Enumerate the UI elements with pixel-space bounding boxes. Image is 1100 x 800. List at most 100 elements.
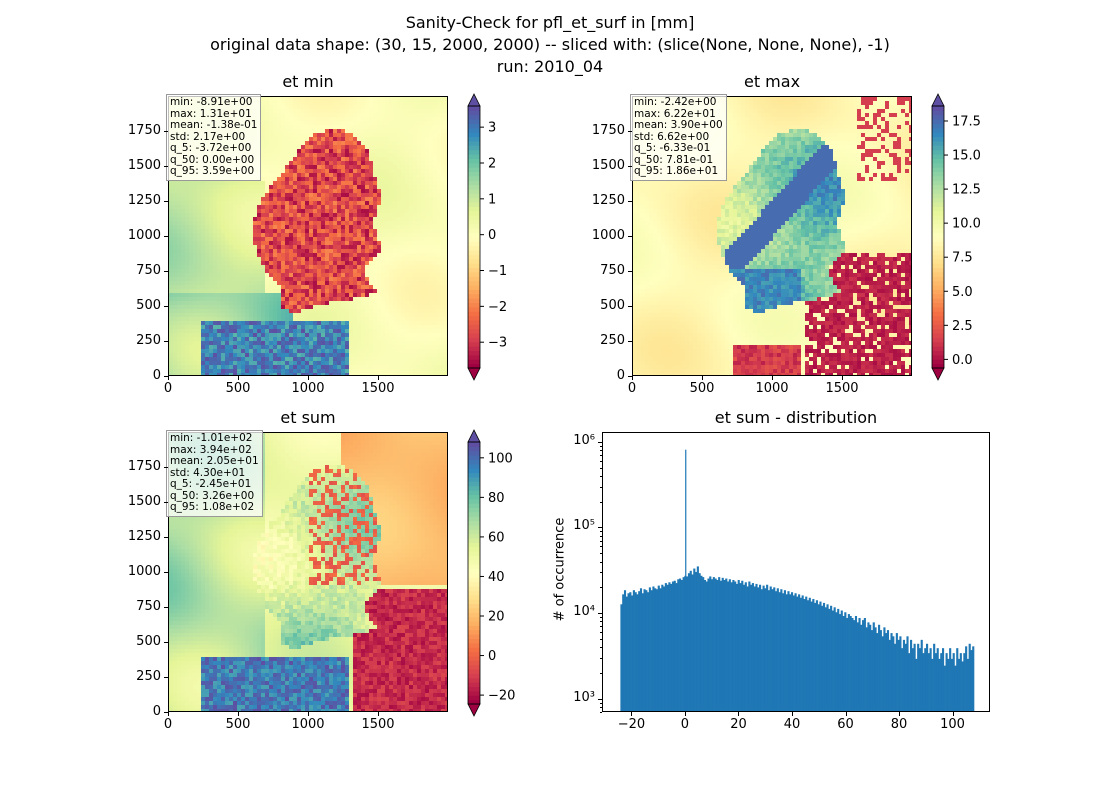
heatmap-cell (281, 265, 286, 270)
heatmap-cell (413, 325, 418, 330)
heatmap-cell (389, 349, 394, 354)
heatmap-cell (385, 317, 390, 322)
heatmap-cell (433, 189, 438, 194)
heatmap-cell (269, 341, 274, 346)
heatmap-cell (409, 129, 414, 134)
x-tick-label: 1000 (291, 381, 325, 396)
heatmap-cell (325, 317, 330, 322)
heatmap-cell (313, 185, 318, 190)
heatmap-cell (321, 373, 326, 375)
heatmap-cell (333, 345, 338, 350)
heatmap-cell (437, 161, 442, 166)
heatmap-cell (317, 361, 322, 366)
heatmap-cell (313, 281, 318, 286)
heatmap-cell (245, 221, 250, 226)
heatmap-cell (393, 165, 398, 170)
heatmap-cell (197, 277, 202, 282)
heatmap-cell (373, 293, 378, 298)
heatmap-cell (381, 221, 386, 226)
heatmap-cell (365, 369, 370, 374)
heatmap-cell (389, 237, 394, 242)
colorbar-segment (468, 114, 480, 120)
heatmap-cell (209, 305, 214, 310)
heatmap-cell (177, 329, 182, 334)
heatmap-cell (173, 225, 178, 230)
heatmap-cell (377, 237, 382, 242)
heatmap-cell (281, 113, 286, 118)
heatmap-cell (233, 369, 238, 374)
heatmap-cell (349, 289, 354, 294)
heatmap-cell (181, 197, 186, 202)
heatmap-cell (405, 177, 410, 182)
heatmap-cell (437, 157, 442, 162)
heatmap-cell (173, 349, 178, 354)
heatmap-cell (361, 301, 366, 306)
heatmap-cell (401, 297, 406, 302)
heatmap-cell (429, 133, 434, 138)
heatmap-cell (349, 101, 354, 106)
heatmap-cell (433, 265, 438, 270)
heatmap-cell (345, 157, 350, 162)
heatmap-cell (317, 233, 322, 238)
heatmap-cell (405, 137, 410, 142)
heatmap-cell (261, 301, 266, 306)
heatmap-cell (217, 233, 222, 238)
heatmap-cell (177, 217, 182, 222)
heatmap-cell (253, 309, 258, 314)
heatmap-cell (437, 341, 442, 346)
heatmap-cell (233, 233, 238, 238)
heatmap-cell (269, 133, 274, 138)
heatmap-cell (325, 129, 330, 134)
heatmap-cell (197, 185, 202, 190)
heatmap-cell (309, 357, 314, 362)
heatmap-cell (189, 253, 194, 258)
heatmap-cell (353, 361, 358, 366)
colorbar-segment (468, 328, 480, 334)
heatmap-cell (277, 129, 282, 134)
heatmap-cell (297, 269, 302, 274)
heatmap-cell (185, 289, 190, 294)
heatmap-cell (401, 241, 406, 246)
heatmap-cell (385, 369, 390, 374)
heatmap-cell (385, 209, 390, 214)
heatmap-cell (405, 289, 410, 294)
heatmap-cell (413, 329, 418, 334)
heatmap-cell (425, 237, 430, 242)
heatmap-cell (201, 265, 206, 270)
heatmap-cell (233, 245, 238, 250)
heatmap-cell (201, 285, 206, 290)
heatmap-cell (297, 117, 302, 122)
heatmap-cell (249, 209, 254, 214)
heatmap-cell (297, 129, 302, 134)
heatmap-cell (261, 125, 266, 130)
heatmap-cell (293, 365, 298, 370)
heatmap-cell (181, 249, 186, 254)
heatmap-cell (329, 305, 334, 310)
heatmap-cell (237, 341, 242, 346)
heatmap-cell (257, 197, 262, 202)
heatmap-cell (425, 97, 430, 102)
heatmap-cell (317, 165, 322, 170)
heatmap-cell (169, 253, 174, 258)
heatmap-cell (305, 265, 310, 270)
heatmap-cell (265, 217, 270, 222)
heatmap-cell (289, 153, 294, 158)
heatmap-cell (321, 293, 326, 298)
heatmap-cell (361, 181, 366, 186)
heatmap-cell (389, 329, 394, 334)
heatmap-cell (385, 113, 390, 118)
heatmap-cell (301, 321, 306, 326)
heatmap-cell (269, 165, 274, 170)
heatmap-cell (285, 121, 290, 126)
heatmap-cell (193, 241, 198, 246)
heatmap-cell (305, 133, 310, 138)
heatmap-cell (357, 345, 362, 350)
heatmap-cell (277, 241, 282, 246)
heatmap-cell (217, 353, 222, 358)
heatmap-cell (261, 341, 266, 346)
heatmap-cell (281, 117, 286, 122)
heatmap-cell (353, 149, 358, 154)
heatmap-cell (385, 101, 390, 106)
heatmap-cell (325, 201, 330, 206)
heatmap-cell (257, 365, 262, 370)
